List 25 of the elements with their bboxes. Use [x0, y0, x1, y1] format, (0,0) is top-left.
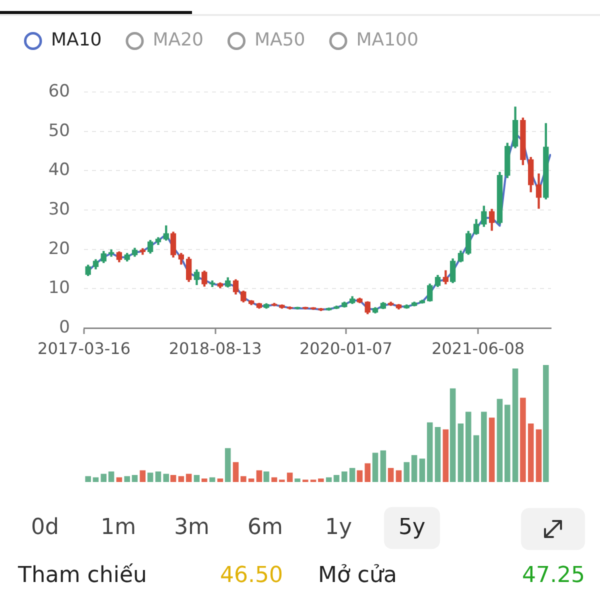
text: Tham chiếu: [18, 563, 147, 588]
text: 5y: [398, 515, 426, 540]
y-tick-label: 20: [48, 238, 70, 259]
text: 47.25: [522, 563, 585, 588]
y-tick-label: 0: [59, 317, 70, 338]
text: Mở cửa: [318, 563, 397, 588]
text: 3m: [174, 515, 210, 540]
y-tick-label: 40: [48, 160, 70, 180]
text: 6m: [247, 515, 283, 540]
x-tick-label: 2017-03-16: [38, 338, 130, 358]
x-tick-label: 2021-06-08: [432, 338, 525, 358]
legend-label: MA20: [152, 30, 204, 51]
y-tick-label: 10: [48, 278, 70, 298]
legend-label: MA100: [356, 30, 418, 51]
y-tick-label: 30: [48, 199, 70, 220]
y-tick-label: 60: [48, 81, 70, 102]
text: 46.50: [220, 563, 283, 588]
y-tick-label: 50: [48, 120, 70, 141]
x-tick-label: 2020-01-07: [299, 338, 392, 358]
text: 1y: [325, 515, 352, 540]
legend-label: MA50: [254, 30, 306, 51]
text: 1m: [100, 515, 136, 540]
x-tick-label: 2018-08-13: [168, 338, 262, 358]
legend-label: MA10: [51, 30, 102, 51]
text: 0d: [31, 515, 59, 540]
